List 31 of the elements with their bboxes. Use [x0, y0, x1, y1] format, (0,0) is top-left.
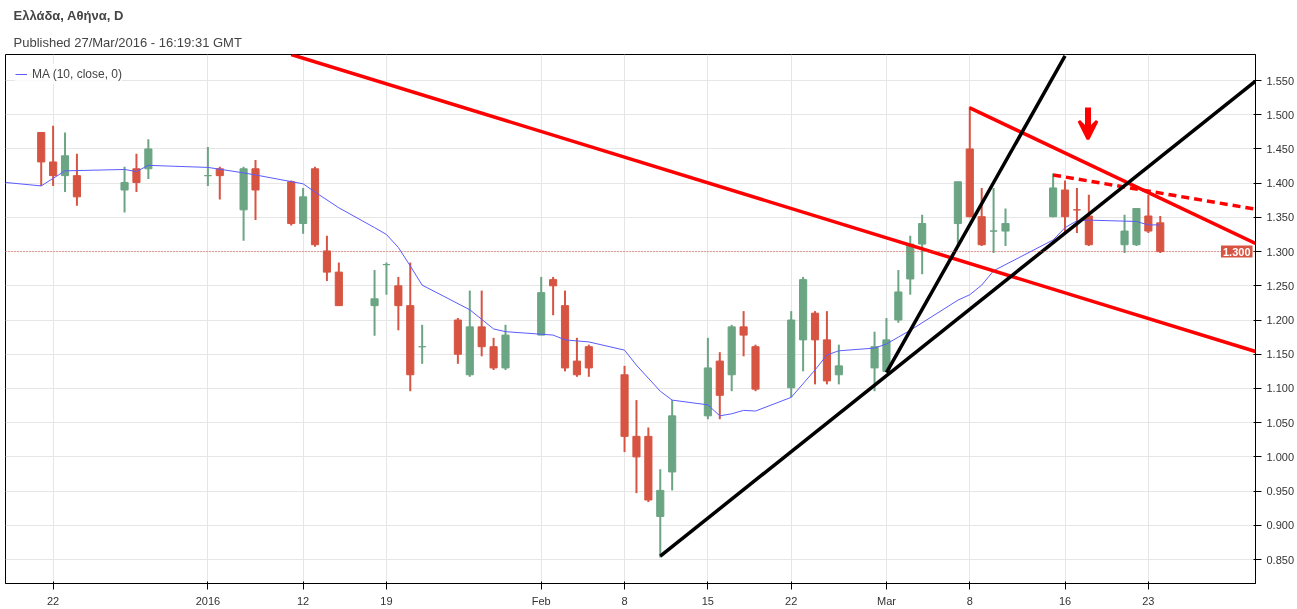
- y-tick-label: 0.900: [1266, 519, 1295, 532]
- x-tick-label: 2016: [195, 594, 221, 607]
- y-tick-label: 0.850: [1266, 553, 1295, 566]
- x-tick-label: Feb: [531, 594, 551, 607]
- y-tick-label: 1.100: [1266, 382, 1295, 395]
- x-tick-label: 8: [966, 594, 973, 607]
- chart-title: Ελλάδα, Αθήνα, D: [13, 7, 124, 23]
- x-tick-label: 22: [785, 594, 798, 607]
- y-tick-label: 0.950: [1266, 485, 1295, 498]
- y-tick-label: 1.050: [1266, 416, 1295, 429]
- x-tick-label: 16: [1058, 594, 1072, 607]
- text: Published 27/Mar/2016 - 16:19:31 GMT: [13, 34, 242, 50]
- x-tick-label: 22: [47, 594, 60, 607]
- y-tick-label: 1.450: [1266, 142, 1295, 155]
- y-tick-label: 1.200: [1266, 314, 1295, 327]
- y-tick-label: 1.350: [1266, 211, 1295, 224]
- y-tick-label: 1.550: [1266, 74, 1295, 87]
- ref-line-label: 1.300: [1222, 245, 1251, 258]
- x-tick-label: 23: [1142, 594, 1155, 607]
- y-tick-label: 1.250: [1266, 279, 1295, 292]
- x-tick-label: 15: [701, 594, 715, 607]
- x-tick-label: 8: [621, 594, 628, 607]
- y-tick-label: 1.500: [1266, 108, 1295, 121]
- y-tick-label: 1.150: [1266, 348, 1295, 361]
- y-tick-label: 1.400: [1266, 177, 1295, 190]
- x-tick-label: Mar: [876, 594, 897, 607]
- y-tick-label: 1.300: [1266, 245, 1295, 258]
- x-tick-label: 19: [380, 594, 393, 607]
- y-tick-label: 1.000: [1266, 450, 1295, 463]
- x-tick-label: 12: [297, 594, 310, 607]
- legend-label: MA (10, close, 0): [32, 67, 123, 81]
